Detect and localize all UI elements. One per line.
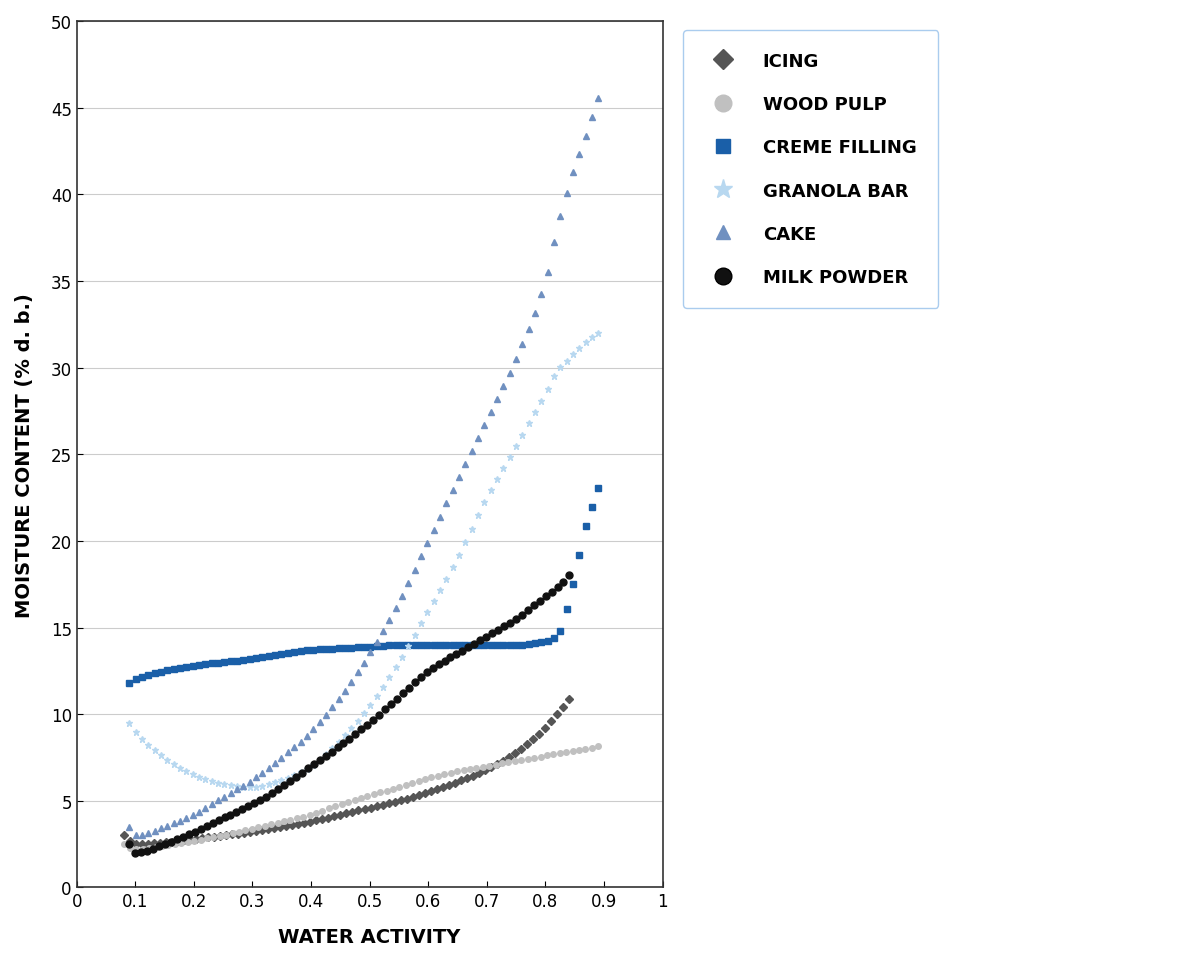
Y-axis label: MOISTURE CONTENT (% d. b.): MOISTURE CONTENT (% d. b.) (16, 292, 34, 617)
X-axis label: WATER ACTIVITY: WATER ACTIVITY (278, 927, 461, 946)
Legend: ICING, WOOD PULP, CREME FILLING, GRANOLA BAR, CAKE, MILK POWDER: ICING, WOOD PULP, CREME FILLING, GRANOLA… (683, 31, 938, 308)
